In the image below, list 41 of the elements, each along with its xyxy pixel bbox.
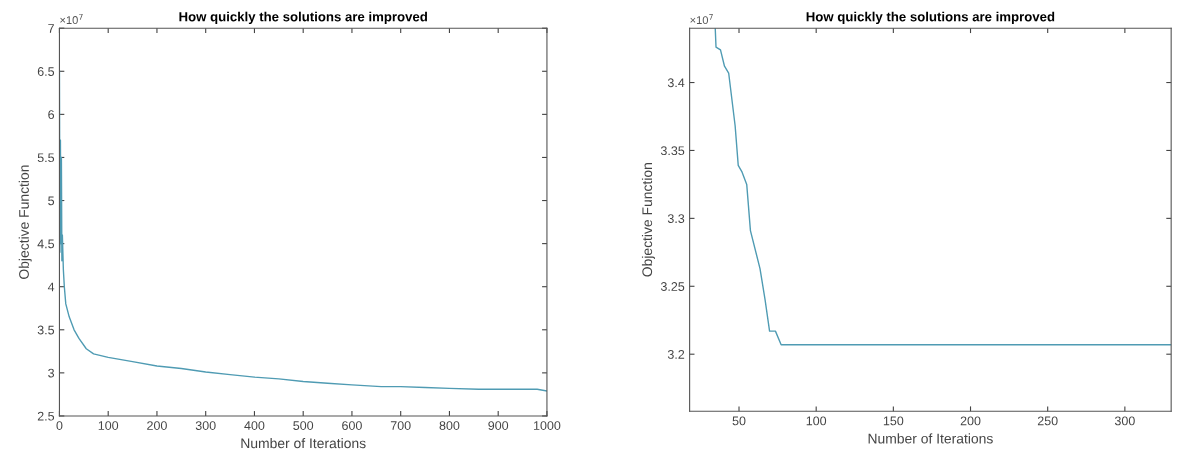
x-tick-label: 800 — [439, 421, 460, 430]
y-tick-label: 3.35 — [660, 146, 685, 156]
x-tick-label: 1000 — [533, 421, 561, 430]
y-tick-label: 5 — [48, 196, 55, 206]
x-tick-label: 50 — [732, 416, 746, 426]
text: ×10$^{7}$ — [690, 13, 713, 25]
y-tick-label: 3.5 — [37, 325, 55, 335]
y-tick-label: 3 — [48, 368, 55, 378]
y-tick-label: 3.2 — [667, 350, 685, 359]
y-tick-label: 7 — [48, 24, 54, 33]
y-tick-label: 3.4 — [667, 78, 685, 88]
y-tick-label: 2.5 — [37, 411, 55, 421]
x-tick-label: 100 — [98, 421, 119, 430]
x-tick-label: 200 — [147, 421, 167, 430]
y-axis-title: Objective Function — [18, 165, 32, 279]
x-tick-label: 200 — [960, 416, 981, 426]
x-tick-label: 600 — [342, 421, 362, 430]
x-tick-label: 300 — [195, 421, 216, 430]
line-series — [714, 28, 1172, 346]
y-tick-label: 4.5 — [37, 239, 55, 249]
x-tick-label: 400 — [244, 421, 265, 430]
y-tick-label: 3.25 — [660, 282, 685, 291]
x-tick-label: 250 — [1037, 416, 1058, 426]
y-tick-label: 6 — [48, 110, 55, 120]
y-tick-label: 5.5 — [37, 153, 55, 163]
x-tick-label: 900 — [488, 421, 509, 430]
y-axis-title: Objective Function — [641, 163, 655, 277]
x-tick-label: 100 — [806, 416, 827, 426]
text: ×10$^{7}$ — [60, 13, 83, 24]
x-tick-label: 700 — [390, 421, 411, 430]
x-tick-label: 300 — [1114, 416, 1135, 426]
chart-title: How quickly the solutions are improved — [179, 11, 427, 24]
x-tick-label: 500 — [293, 421, 314, 430]
x-tick-label: 150 — [883, 416, 904, 426]
x-axis-title: Number of Iterations — [868, 433, 993, 444]
chart-title: How quickly the solutions are improved — [806, 11, 1055, 24]
y-tick-label: 4 — [47, 282, 55, 292]
x-axis-title: Number of Iterations — [241, 438, 366, 449]
y-tick-label: 6.5 — [37, 67, 55, 76]
x-tick-label: 0 — [56, 421, 63, 430]
y-tick-label: 3.3 — [667, 214, 685, 224]
